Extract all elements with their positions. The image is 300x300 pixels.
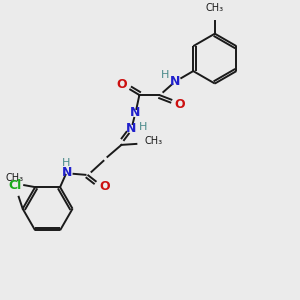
Text: N: N xyxy=(62,166,73,179)
Text: O: O xyxy=(116,77,127,91)
Text: N: N xyxy=(126,122,136,135)
Text: CH₃: CH₃ xyxy=(5,173,23,183)
Text: O: O xyxy=(174,98,184,112)
Text: H: H xyxy=(139,122,148,132)
Text: N: N xyxy=(130,106,141,119)
Text: H: H xyxy=(161,70,170,80)
Text: N: N xyxy=(170,75,181,88)
Text: CH₃: CH₃ xyxy=(144,136,163,146)
Text: H: H xyxy=(61,158,70,168)
Text: O: O xyxy=(99,180,110,193)
Text: CH₃: CH₃ xyxy=(206,3,224,13)
Text: Cl: Cl xyxy=(8,179,21,192)
